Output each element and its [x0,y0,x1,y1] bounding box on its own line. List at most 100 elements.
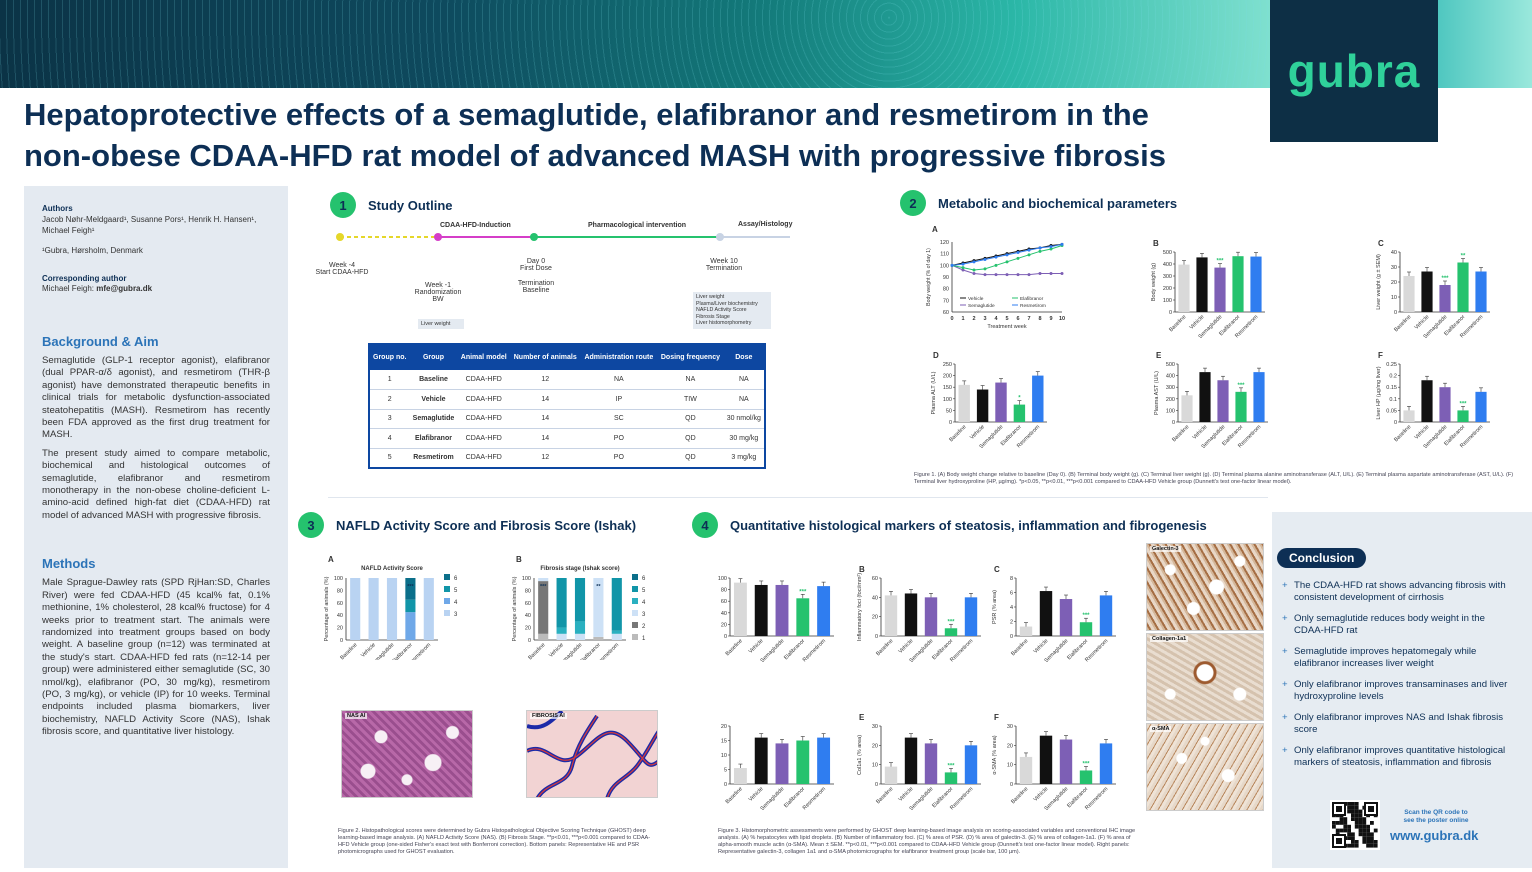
table-cell: 3 mg/kg [723,448,765,468]
table-header-1: Group [409,344,458,370]
y-tick-label: 0.2 [1389,374,1397,380]
bar-vehicle [1421,380,1433,422]
y-tick-label: 90 [943,275,949,281]
table-row: 5 Resmetirom CDAA-HFD 12 PO QD 3 mg/kg [369,448,765,468]
table-cell: Resmetirom [409,448,458,468]
conclusion-item: Only elafibranor improves quantitative h… [1282,745,1512,769]
qr-code-icon[interactable] [1330,800,1380,850]
bar-resmetirom [817,737,831,784]
bar-resmetirom [1253,372,1265,422]
legend-label: 2 [642,624,646,630]
series-point [1027,248,1031,252]
corresponding-email[interactable]: mfe@gubra.dk [96,284,153,293]
table-cell: 30 mg/kg [723,428,765,449]
alpha-sma-image: α-SMA [1146,723,1264,811]
legend-label: Elafibranor [1020,296,1044,302]
conclusion-item: The CDAA-HFD rat shows advancing fibrosi… [1282,580,1512,604]
panel-letter: C [994,565,1000,574]
y-tick-label: 40 [1391,250,1397,256]
y-tick-label: 80 [943,287,949,293]
author-names: Jacob Nøhr-Meldgaard¹, Susanne Pors¹, He… [42,215,257,235]
significance-mark: *** [947,619,955,625]
y-tick-label: 300 [1166,385,1175,391]
y-tick-label: 60 [337,601,343,607]
y-tick-label: 100 [1166,408,1175,414]
y-axis-label: α-SMA (% area) [992,735,998,774]
y-tick-label: 8 [1010,576,1013,582]
series-point [972,268,976,272]
website-link[interactable]: www.gubra.dk [1390,828,1479,843]
bar-elafibranor [1457,410,1469,422]
y-tick-label: 60 [721,599,727,605]
qr-module [1351,805,1355,810]
section-2-title: Metabolic and biochemical parameters [938,195,1178,211]
gubra-logo: gubra [1270,0,1438,142]
table-header-row: Group no. Group Animal model Number of anim… [369,344,765,370]
y-tick-label: 100 [334,576,343,582]
table-header-0: Group no. [369,344,410,370]
section-3-title: NAFLD Activity Score and Fibrosis Score … [336,517,637,533]
chart-3B: B Fibrosis stage (Ishak score) 0 20 40 60 80 10… [512,555,646,660]
bar-elafibranor [1232,256,1244,312]
x-tick-label: Elafibranor [579,642,602,660]
x-tick-label: 7 [1027,316,1030,322]
y-tick-label: 30 [1007,724,1013,730]
y-tick-label: 10 [1007,763,1013,769]
legend-label: 6 [454,576,458,582]
bar-elafibranor [1079,770,1093,784]
table-row: 4 Elafibranor CDAA-HFD 14 PO QD 30 mg/kg [369,428,765,449]
bar-vehicle [754,584,768,636]
x-tick-label: 1 [961,316,964,322]
table-cell: 14 [510,389,581,410]
legend-label: 4 [454,600,458,606]
y-tick-label: 40 [872,595,878,601]
stack-segment [556,627,567,634]
x-tick-label: Vehicle [1189,314,1206,331]
qr-module [1347,843,1351,848]
qr-module [1370,843,1374,848]
table-header-4: Administration route [580,344,658,370]
table-cell: CDAA-HFD [457,428,510,449]
timeline-svg [336,233,790,241]
panel-letter: D [933,351,939,360]
y-tick-label: 4 [1010,605,1013,611]
x-tick-label: Vehicle [898,786,915,803]
stack-segment [405,599,416,613]
y-tick-label: 100 [522,576,531,582]
qr-module [1373,828,1378,833]
figure-2-caption: Figure 2. Histopathological scores were … [338,828,651,855]
section-4-title: Quantitative histological markers of ste… [730,517,1207,533]
qr-module [1366,824,1370,829]
table-cell: TIW [657,389,724,410]
panel-letter: B [1153,239,1159,248]
significance-mark: *** [1082,761,1090,767]
qr-caption: Scan the QR code to see the poster onlin… [1390,809,1482,825]
y-tick-label: 400 [1163,262,1172,268]
qr-module [1362,836,1367,840]
stack-segment [611,578,622,631]
qr-module [1343,828,1348,833]
table-cell: 1 [369,370,410,390]
table-row: 3 Semaglutide CDAA-HFD 14 SC QD 30 nmol/kg [369,409,765,429]
bar-resmetirom [1475,271,1487,312]
significance-mark: *** [1237,383,1245,389]
y-tick-label: 0 [340,638,343,644]
chart-title: Fibrosis stage (Ishak score) [540,566,619,572]
y-axis-label: Body weight (% of day 1) [926,248,932,306]
y-tick-label: 0.1 [1389,397,1397,403]
table-cell: CDAA-HFD [457,389,510,410]
significance-mark: *** [407,584,414,590]
series-point [1016,256,1020,260]
section-2-header: 2 Metabolic and biochemical parameters [900,190,1177,216]
legend-label: 6 [642,576,646,582]
y-tick-label: 60 [872,576,878,582]
series-point [983,258,987,261]
series-point [1027,253,1031,257]
section-1-number: 1 [330,192,356,218]
series-point [972,272,976,275]
x-tick-label: Baseline [1171,424,1190,443]
x-tick-label: Vehicle [1033,786,1050,803]
header-banner [0,0,1270,88]
legend-swatch [632,634,638,640]
y-tick-label: 20 [1391,280,1397,286]
